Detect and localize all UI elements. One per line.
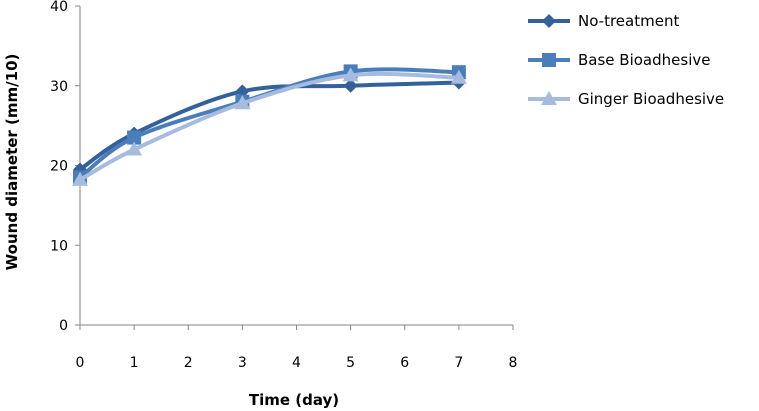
series-layer xyxy=(72,64,467,186)
x-tick-label: 4 xyxy=(292,355,301,371)
x-tick-label: 3 xyxy=(238,355,247,371)
y-ticks: 0 10 20 30 40 xyxy=(50,0,80,334)
data-point xyxy=(72,171,88,186)
y-tick-label: 30 xyxy=(50,79,68,95)
legend-marker xyxy=(541,91,557,105)
x-tick-label: 8 xyxy=(509,355,518,371)
data-point xyxy=(450,69,467,84)
x-ticks: 0 1 2 3 4 5 6 7 8 xyxy=(76,325,518,371)
series-line xyxy=(78,71,461,182)
data-point xyxy=(343,78,358,93)
y-tick-label: 40 xyxy=(50,0,68,15)
data-point xyxy=(342,67,359,82)
x-tick-label: 0 xyxy=(76,355,85,371)
legend: No-treatment Base Bioadhesive Ginger Bioad… xyxy=(528,12,724,108)
legend-label: Base Bioadhesive xyxy=(578,51,710,69)
legend-marker xyxy=(542,14,556,28)
x-tick-label: 7 xyxy=(454,355,463,371)
x-tick-label: 1 xyxy=(130,355,139,371)
legend-item: No-treatment xyxy=(528,12,679,30)
legend-item: Ginger Bioadhesive xyxy=(528,90,724,108)
x-axis-title: Time (day) xyxy=(249,391,339,409)
axes xyxy=(79,6,513,326)
x-tick-label: 5 xyxy=(346,355,355,371)
series-ginger-bioadhesive xyxy=(72,67,467,186)
legend-marker xyxy=(542,53,556,67)
legend-label: No-treatment xyxy=(578,12,679,30)
y-tick-label: 0 xyxy=(59,318,68,334)
series-no-treatment xyxy=(73,75,466,177)
x-tick-label: 6 xyxy=(400,355,409,371)
y-axis-title: Wound diameter (mm/10) xyxy=(3,54,21,271)
y-tick-label: 10 xyxy=(50,238,68,254)
legend-label: Ginger Bioadhesive xyxy=(578,90,724,108)
y-tick-label: 20 xyxy=(50,159,68,175)
data-point xyxy=(126,141,143,156)
data-point xyxy=(234,95,251,110)
data-point xyxy=(127,130,142,145)
x-tick-label: 2 xyxy=(184,355,193,371)
legend-item: Base Bioadhesive xyxy=(528,51,710,69)
